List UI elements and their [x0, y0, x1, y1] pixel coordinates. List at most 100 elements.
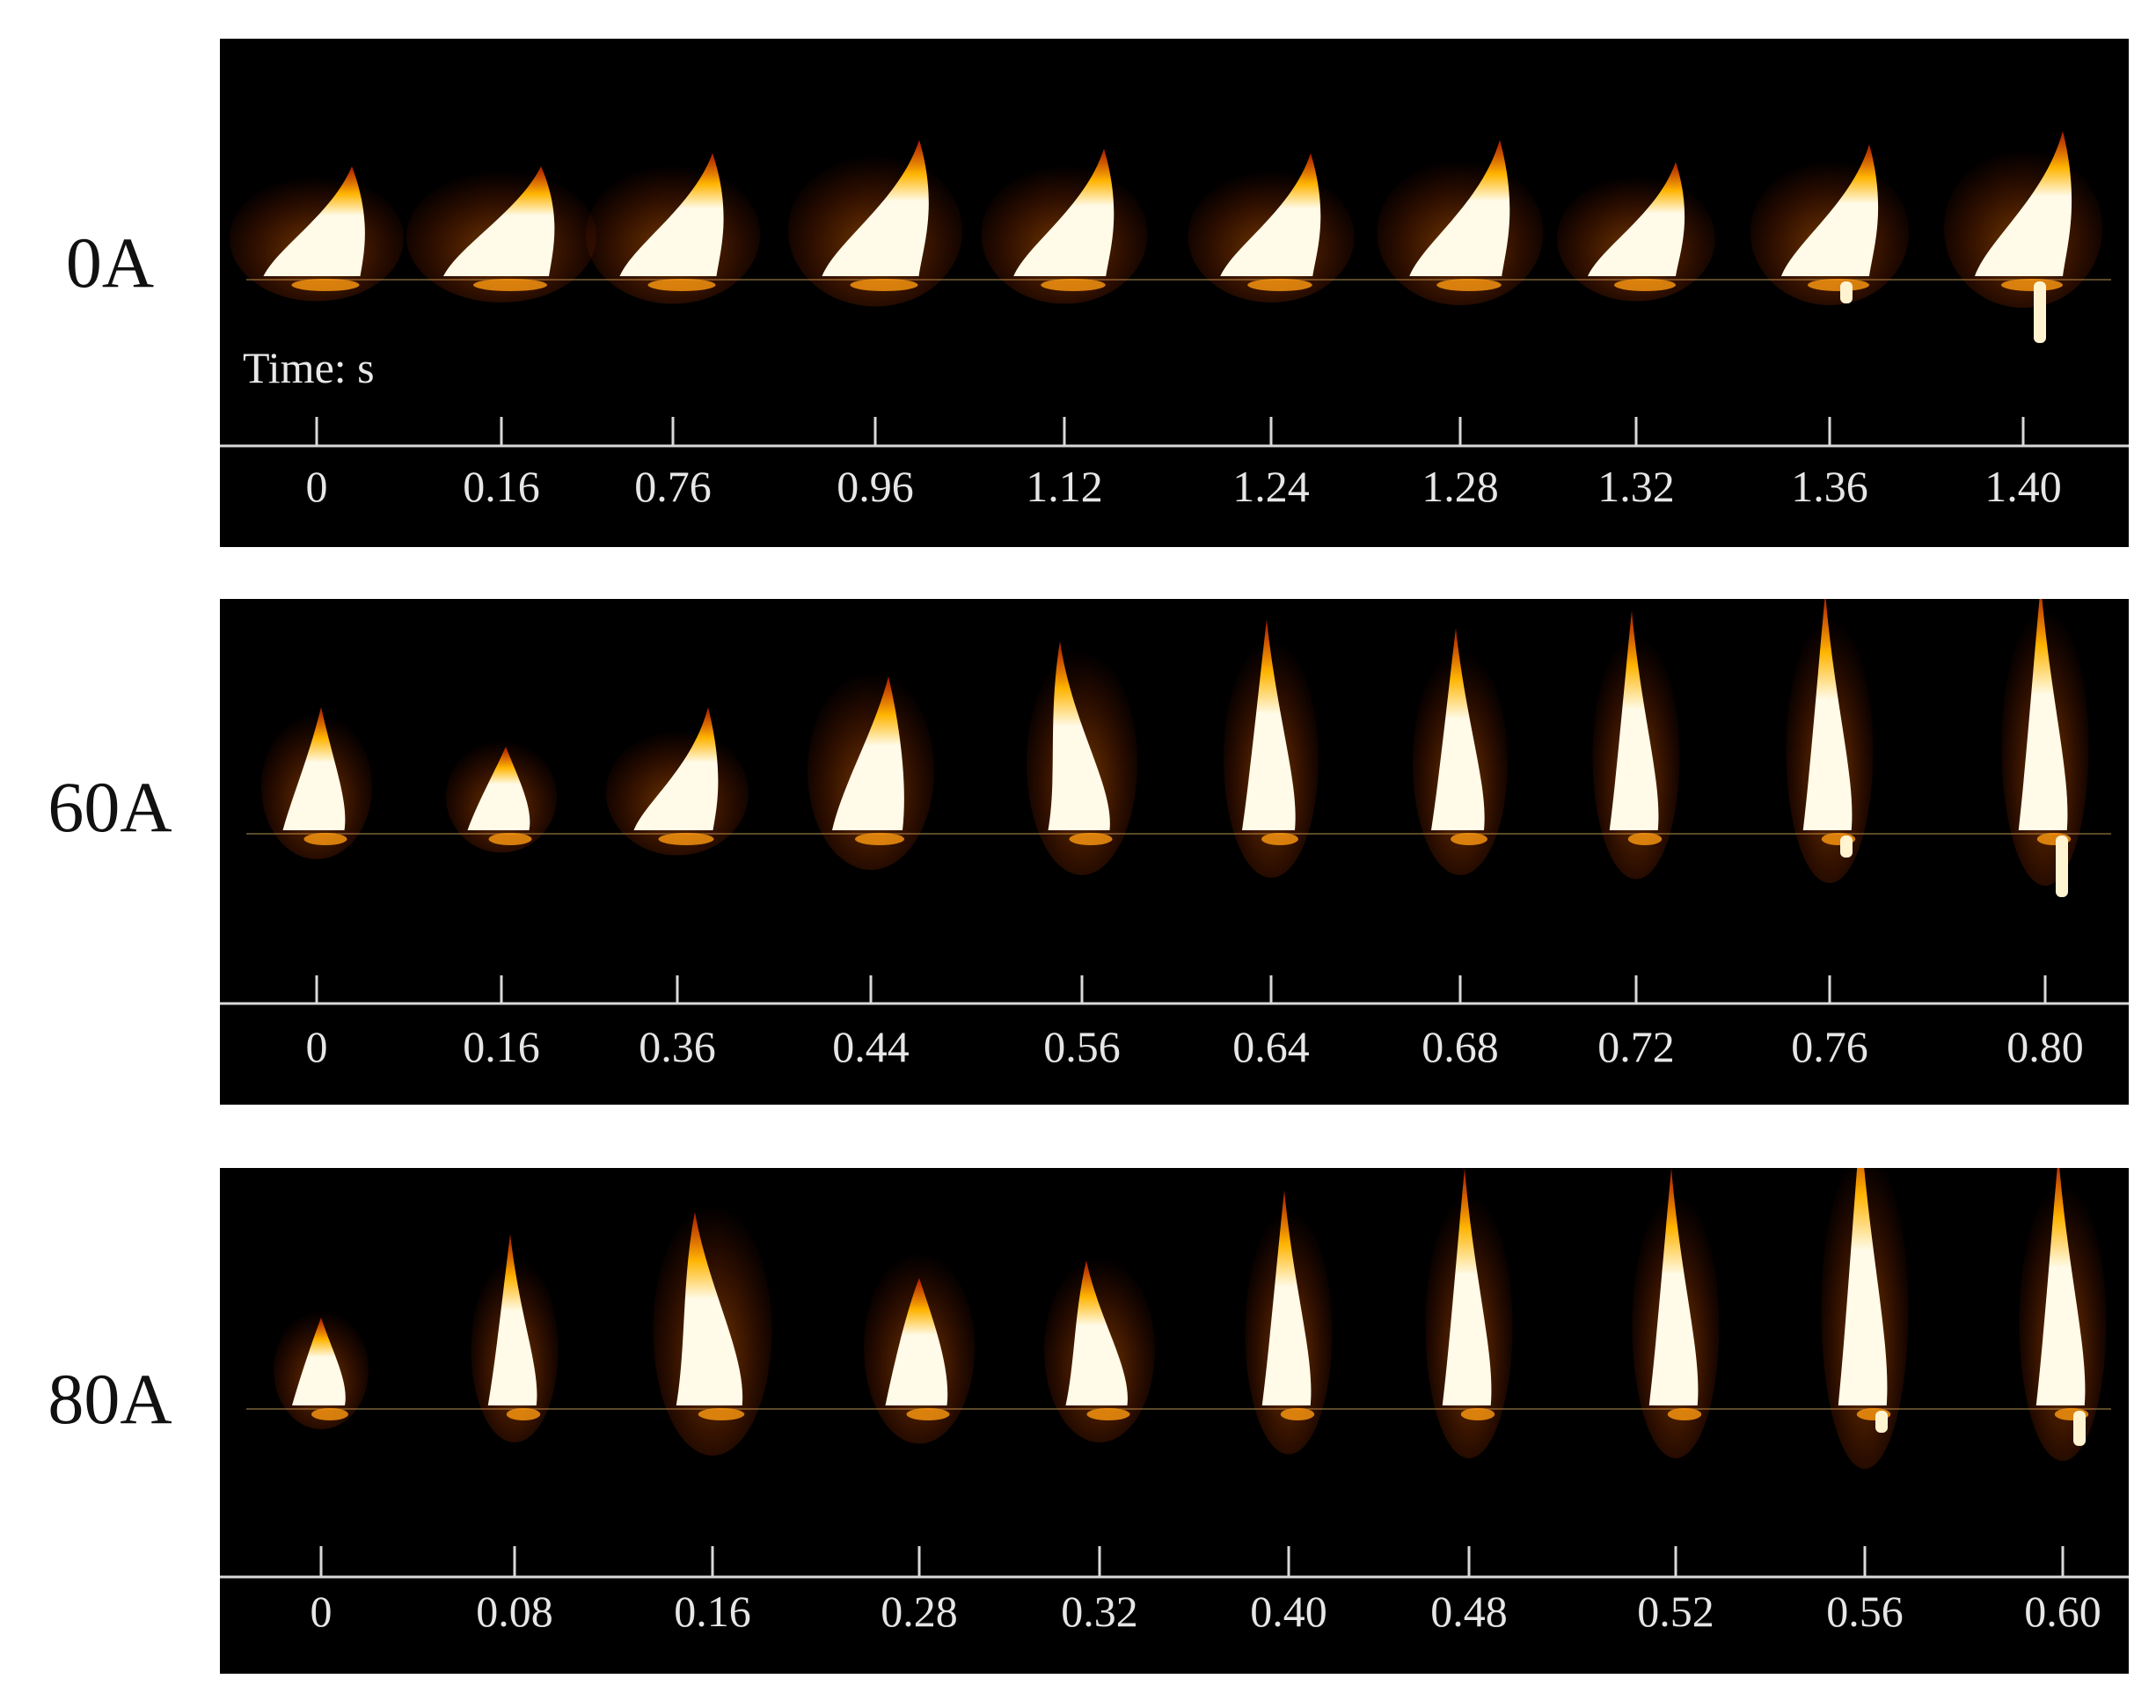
flame-frames-0a: [220, 131, 2129, 448]
time-tick-label: 0: [310, 1587, 333, 1636]
flame-shape: [1013, 149, 1115, 276]
flame-frame: [808, 672, 934, 870]
time-tick-label: 0.56: [1043, 1022, 1121, 1071]
flame-shape: [832, 676, 904, 830]
row-label-80a: 80A: [48, 1359, 172, 1439]
flame-shape: [1261, 1190, 1312, 1405]
melt-drip: [1875, 1411, 1888, 1433]
flame-sequence-panel-0a: Time: s 0 0.16 0.76 0.96 1.12 1.24 1.28 1.32 1.3…: [220, 39, 2129, 547]
flame-frame: [1750, 144, 1909, 305]
flame-shape: [1431, 628, 1485, 830]
flame-frame: [586, 153, 760, 304]
flame-frame: [1377, 140, 1544, 305]
flame-reflection: [506, 1408, 541, 1420]
flame-shape: [2018, 599, 2068, 830]
flame-frame: [1592, 610, 1680, 880]
flame-reflection: [2001, 279, 2063, 291]
flame-shape: [1409, 140, 1510, 276]
flame-frame: [471, 1234, 559, 1442]
time-tick-label: 0.56: [1826, 1587, 1904, 1636]
melt-drip: [1840, 281, 1853, 303]
time-tick-label: 0.32: [1061, 1587, 1138, 1636]
flame-frame: [1245, 1190, 1333, 1455]
melt-drip: [1840, 836, 1853, 858]
flame-reflection: [1069, 833, 1113, 845]
time-tick-label: 0.64: [1232, 1022, 1310, 1071]
flame-frame: [606, 707, 749, 856]
flame-shape: [2035, 1168, 2086, 1405]
time-tick-label: 0: [305, 1022, 328, 1071]
melt-drip: [2073, 1411, 2086, 1446]
flame-frame: [653, 1205, 772, 1456]
flame-shape: [487, 1234, 537, 1405]
time-tick-label: 0.96: [837, 462, 914, 511]
flame-reflection: [311, 1408, 348, 1420]
flame-reflection: [1460, 1408, 1495, 1420]
flame-frame: [261, 707, 372, 859]
flame-frame: [1944, 131, 2102, 343]
flame-reflection: [1280, 1408, 1315, 1420]
time-tick-label: 0.76: [1791, 1022, 1868, 1071]
flame-shape: [1802, 599, 1853, 830]
time-tick-label: 0.16: [674, 1587, 751, 1636]
flame-shape: [822, 140, 929, 276]
time-tick-label: 1.32: [1597, 462, 1675, 511]
flame-shape: [467, 747, 530, 830]
flame-reflection: [647, 279, 716, 291]
flame-frame: [1188, 153, 1355, 303]
time-tick-label: 0.68: [1421, 1022, 1499, 1071]
flame-reflection: [1627, 833, 1663, 845]
flame-frame: [1027, 641, 1137, 875]
time-tick-label: 0.08: [476, 1587, 553, 1636]
flame-shape: [885, 1278, 948, 1405]
flame-frame: [2001, 599, 2089, 897]
flame-frame: [274, 1310, 369, 1429]
time-tick-label: 0: [305, 462, 328, 511]
flame-shape: [282, 707, 346, 830]
time-tick-label: 0.52: [1637, 1587, 1714, 1636]
flame-frame: [1557, 162, 1715, 302]
time-tick-label: 1.12: [1026, 462, 1103, 511]
flame-reflection: [1667, 1408, 1702, 1420]
flame-shape: [1048, 641, 1110, 830]
flame-reflection: [303, 833, 347, 845]
flame-sequence-panel-80a: 0 0.08 0.16 0.28 0.32 0.40 0.48 0.52 0.56 0.60: [220, 1168, 2129, 1674]
flame-reflection: [291, 279, 360, 291]
time-tick-label: 0.60: [2024, 1587, 2101, 1636]
flame-shape: [1242, 619, 1296, 830]
flame-frame: [1632, 1168, 1720, 1458]
flame-shape: [1588, 162, 1685, 276]
flame-frame: [406, 166, 596, 303]
time-tick-label: 1.36: [1791, 462, 1868, 511]
flame-shape: [1609, 610, 1659, 830]
time-unit-label: Time: s: [243, 343, 375, 392]
flame-reflection: [698, 1408, 745, 1420]
time-tick-label: 0.16: [463, 1022, 540, 1071]
flame-frame: [1786, 599, 1874, 883]
flame-shape: [1975, 131, 2072, 276]
flame-reflection: [658, 833, 714, 845]
flame-reflection: [1086, 1408, 1130, 1420]
flame-frame: [1425, 1168, 1513, 1458]
flame-reflection: [1808, 279, 1869, 291]
time-tick-label: 0.48: [1430, 1587, 1508, 1636]
flame-frames-60a: [220, 599, 2129, 1005]
flame-reflection: [850, 279, 918, 291]
time-tick-label: 0.40: [1250, 1587, 1327, 1636]
time-tick-label: 0.44: [832, 1022, 910, 1071]
flame-frame: [1224, 619, 1319, 878]
time-tick-label: 0.28: [881, 1587, 958, 1636]
time-tick-label: 1.28: [1421, 462, 1499, 511]
flame-frame: [788, 140, 962, 307]
time-tick-label: 1.24: [1232, 462, 1310, 511]
flame-frame: [1413, 628, 1508, 875]
flame-shape: [633, 707, 719, 830]
flame-shape: [1220, 153, 1321, 276]
time-tick-label: 0.80: [2006, 1022, 2084, 1071]
flame-reflection: [1451, 833, 1487, 845]
time-tick-label: 0.16: [463, 462, 540, 511]
flame-reflection: [488, 833, 532, 845]
row-label-0a: 0A: [65, 223, 155, 303]
flame-frame: [864, 1252, 975, 1444]
flame-shape: [1442, 1168, 1492, 1405]
